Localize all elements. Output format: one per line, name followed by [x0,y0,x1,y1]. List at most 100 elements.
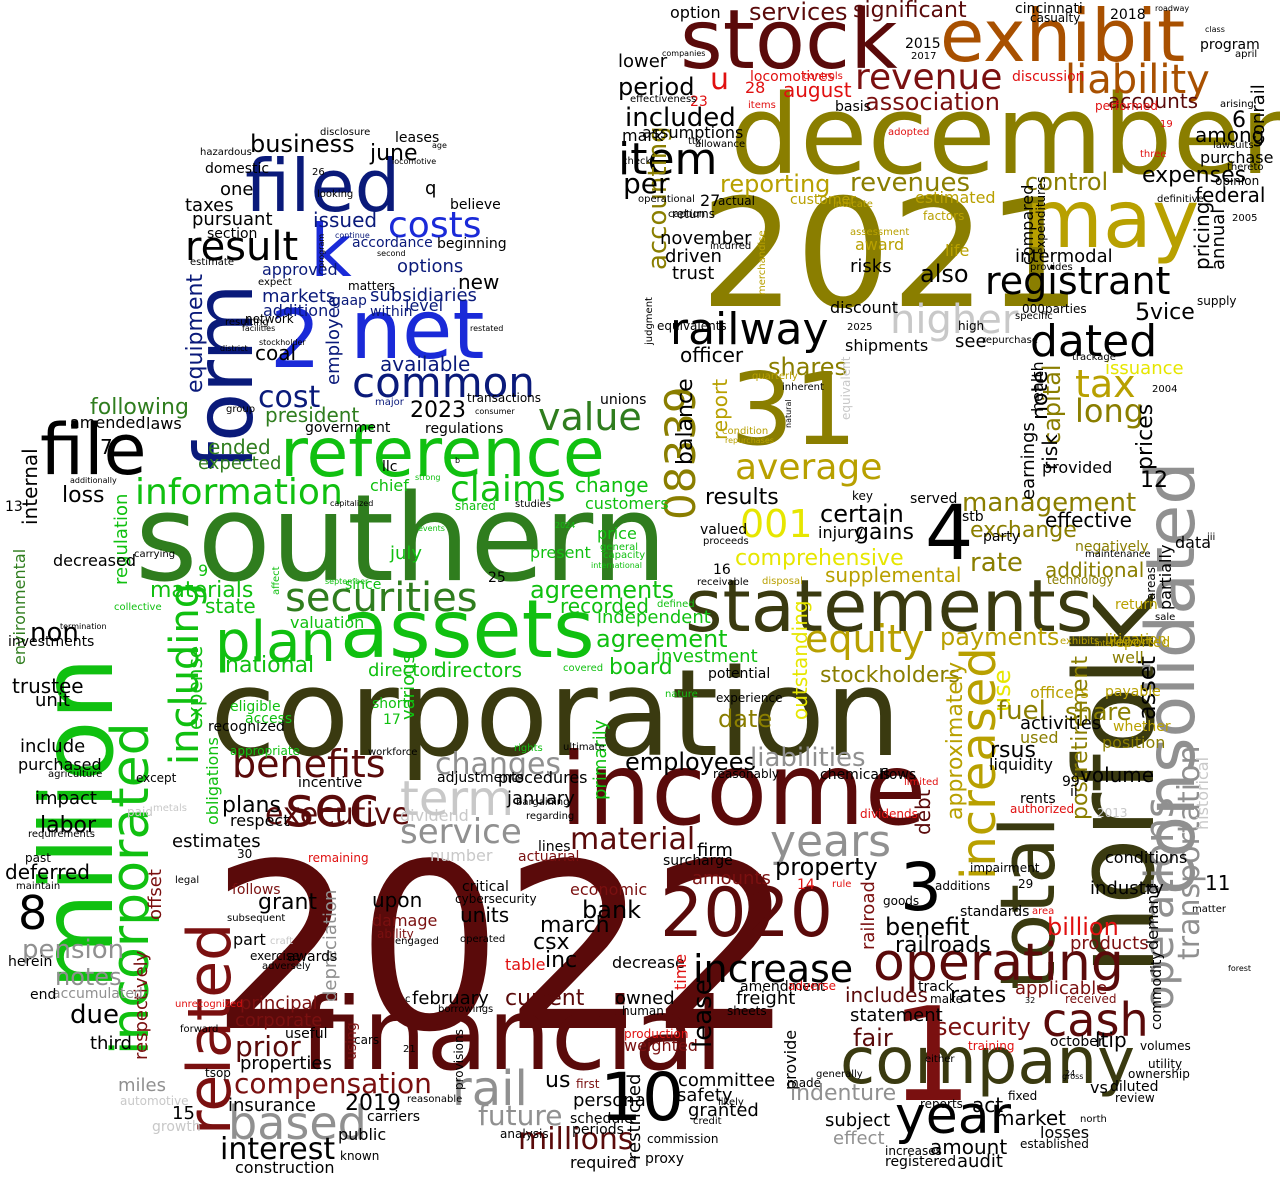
word-follows: follows [232,882,281,898]
word-new: new [458,270,500,294]
word-international: international [591,561,642,570]
word-decreased: decreased [53,551,137,570]
word-beginning: beginning [437,236,507,252]
word-financial: financial [300,976,723,1093]
word-result: result [185,224,299,270]
word-railway: railway [670,304,829,355]
word-indicate: indicate [833,199,873,210]
word-maintain: maintain [16,881,61,892]
word-operational: operational [638,194,695,205]
word-borrowings: borrowings [438,1004,494,1015]
word-2022: 2022 [210,816,796,1083]
word-additionally: additionally [70,476,117,485]
word-demand: demand [1143,884,1162,950]
word-outstanding: outstanding [788,600,812,720]
word-impairment: impairment [970,861,1040,875]
word-second: second [377,249,406,258]
word-sheets: sheets [727,1004,767,1018]
word-act: act [972,1093,1004,1117]
word-assessment: assessment [850,227,910,238]
word-dividends: dividends [860,807,918,821]
word-carrying: carrying [134,549,176,560]
word-accordance: accordance [352,235,433,251]
word-construction: construction [235,1158,335,1177]
word-officers: officers [1030,683,1089,702]
word-since: since [345,577,382,593]
word-arising: arising [1220,99,1254,110]
word-remaining: remaining [308,851,369,865]
word-requirements: requirements [28,829,95,840]
word-procedures: procedures [498,768,588,787]
word-due: due [70,1000,119,1030]
word-sale: sale [1155,612,1176,623]
word-shares: shares [768,353,848,381]
word-24: 24 [1065,1069,1076,1078]
word-data: data [1175,533,1212,552]
word-end: end [30,987,57,1003]
word-unrecognized: unrecognized [175,999,243,1010]
word-cost: cost [258,380,321,415]
word-filed: filed [245,144,401,228]
word-collective: collective [114,602,162,613]
word-agriculture: agriculture [48,769,103,780]
word-adversely: adversely [262,961,311,972]
word-labor: labor [40,813,97,838]
word-11: 11 [1205,871,1231,895]
word-vice: vice [1150,300,1195,325]
word-repurchase: repurchase [982,335,1038,346]
word-value: value [538,395,642,439]
word-u: u [710,62,730,97]
word-changes: changes [435,747,562,782]
word-26: 26 [312,167,325,178]
word-negatively: negatively [1075,539,1149,555]
word-january: january [507,788,575,809]
word-payments: payments [940,623,1060,651]
word-high: high [958,319,985,333]
word-quarterly: quarterly [752,371,798,382]
word-parties: parties [1045,302,1087,316]
word-proceeds: proceeds [703,536,749,547]
word-performed: performed [1095,99,1158,113]
word-fixed: fixed [1008,1089,1038,1103]
word-company: company [840,1025,1135,1099]
word-23: 23 [690,94,708,110]
word-served: served [910,491,958,507]
word-fair: fair [853,1024,893,1052]
word-6: 6 [1232,108,1246,133]
word-incurred: incurred [710,241,752,252]
word-5: 5 [1135,298,1151,326]
word-ability: ability [377,927,414,941]
word-disposal: disposal [762,576,803,587]
word-estimate: estimate [190,257,235,268]
word-interim: interim [1095,639,1124,648]
word-current: current [505,986,585,1011]
word-continue: continue [335,231,370,240]
word-goods: goods [883,894,920,908]
word-cybersecurity: cybersecurity [455,892,537,906]
word-definitive: definitive [1157,194,1204,205]
word-laws: laws [146,414,182,433]
word-general: general [600,542,639,553]
word-class: class [1205,25,1225,34]
word-expected: expected [198,453,282,474]
word-accounts: accounts [1108,89,1199,113]
word-us: us [545,1068,571,1093]
word-past: past [25,851,51,865]
word-provisions: provisions [452,1029,466,1090]
word-public: public [338,1125,387,1144]
word-trust: trust [672,263,715,284]
word-compensation: compensation [234,1067,432,1100]
word-personal: personal [573,1090,651,1111]
word-registered: registered [885,1154,957,1170]
word-rents: rents [1020,791,1056,807]
word-critical: critical [462,879,509,895]
word-companies: companies [662,49,706,58]
word-recorded: recorded [560,594,649,618]
word-employees: employees [625,748,756,776]
word-industry: industry [1090,878,1164,899]
word-also: also [920,260,969,288]
word-maintenance: maintenance [1085,549,1151,560]
word-estimates: estimates [172,831,261,852]
word-notes: notes [55,963,122,991]
word-production: production [624,1027,689,1041]
